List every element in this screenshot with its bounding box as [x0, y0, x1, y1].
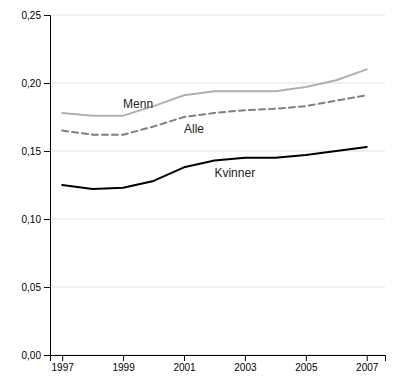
y-tick-mark: [44, 219, 50, 220]
y-tick-label: 0,00: [22, 350, 42, 361]
y-tick: 0,20: [22, 78, 50, 89]
grid-line: [50, 15, 385, 16]
y-tick: 0,15: [22, 146, 50, 157]
grid-line: [50, 219, 385, 220]
y-tick-mark: [44, 83, 50, 84]
y-tick-mark: [44, 355, 50, 356]
series-labels: Menn Alle Kvinner: [123, 97, 255, 180]
y-tick: 0,25: [22, 10, 50, 21]
chart-svg: 1997 1999 2001 2003 2005 2007 0,00 0,05 0,10 0,15…: [0, 0, 400, 385]
series-label: Alle: [184, 122, 204, 136]
plot: 1997 1999 2001 2003 2005 2007 0,00 0,05 0,10 0,15…: [22, 10, 386, 373]
chart-container: 1997 1999 2001 2003 2005 2007 0,00 0,05 0,10 0,15…: [0, 0, 400, 385]
grid-line: [50, 83, 385, 84]
x-tick: 1999: [112, 355, 135, 373]
y-axis-line: [44, 16, 51, 356]
series-label: Menn: [123, 97, 153, 111]
y-tick-label: 0,15: [22, 146, 42, 157]
y-tick-mark: [44, 15, 50, 16]
x-tick-label: 1999: [112, 362, 135, 373]
x-tick-label: 2001: [173, 362, 196, 373]
x-axis-line: [51, 356, 386, 362]
x-tick-label: 2003: [234, 362, 257, 373]
grid: [50, 15, 385, 355]
series-line: [62, 69, 367, 115]
y-tick: 0,05: [22, 282, 50, 293]
y-tick-label: 0,25: [22, 10, 42, 21]
x-tick-mark: [184, 355, 185, 361]
lines: [62, 69, 367, 189]
grid-line: [50, 287, 385, 288]
x-axis: 1997 1999 2001 2003 2005 2007: [51, 355, 386, 373]
series-label: Kvinner: [214, 166, 255, 180]
x-tick-mark: [123, 355, 124, 361]
y-tick-mark: [44, 287, 50, 288]
x-tick-label: 1997: [52, 362, 75, 373]
y-tick: 0,10: [22, 214, 50, 225]
x-tick-mark: [306, 355, 307, 361]
x-tick: 2001: [173, 355, 196, 373]
x-tick: 2005: [295, 355, 318, 373]
x-tick-mark: [367, 355, 368, 361]
y-tick: 0,00: [22, 350, 50, 361]
x-tick-mark: [62, 355, 63, 361]
x-tick-label: 2005: [295, 362, 318, 373]
y-tick-mark: [44, 151, 50, 152]
x-tick-label: 2007: [356, 362, 379, 373]
y-tick-label: 0,10: [22, 214, 42, 225]
x-tick: 2007: [356, 355, 379, 373]
x-tick-mark: [245, 355, 246, 361]
series-line: [62, 95, 367, 134]
y-axis: 0,00 0,05 0,10 0,15 0,20 0,25: [22, 10, 51, 361]
y-tick-label: 0,20: [22, 78, 42, 89]
y-tick-label: 0,05: [22, 282, 42, 293]
x-tick: 2003: [234, 355, 257, 373]
series-line: [62, 147, 367, 189]
x-tick: 1997: [52, 355, 75, 373]
